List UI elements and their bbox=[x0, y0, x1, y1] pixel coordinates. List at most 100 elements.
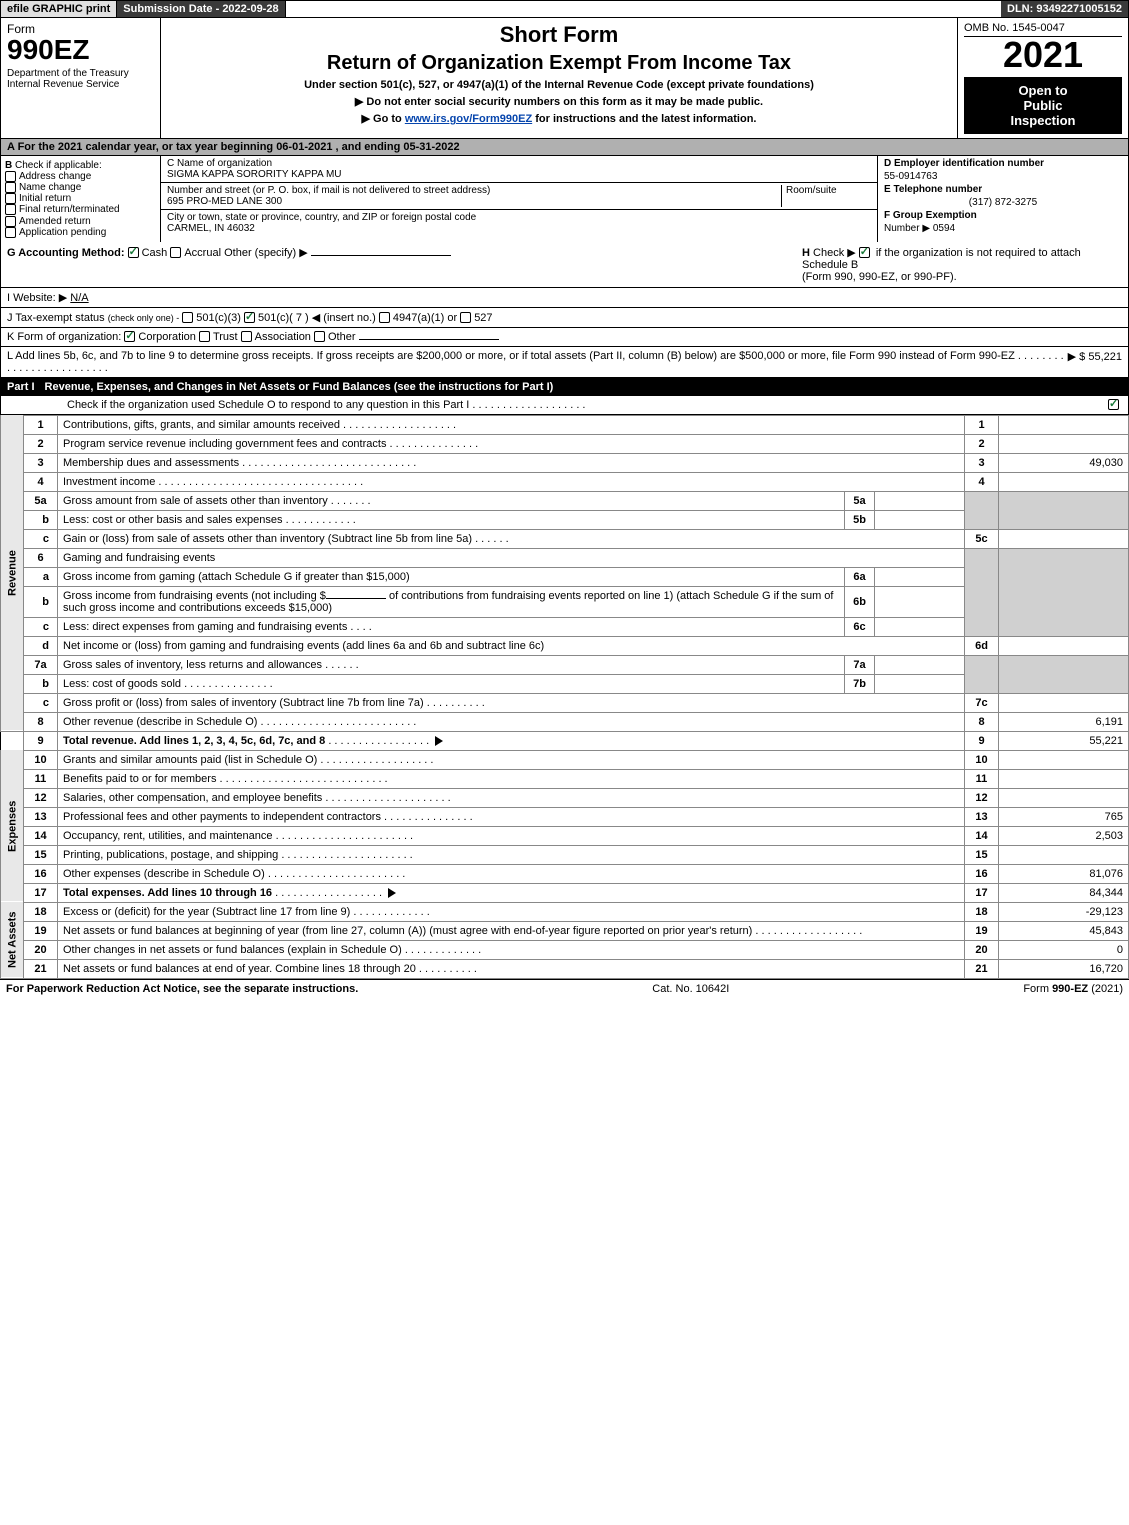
section-c: C Name of organization SIGMA KAPPA SOROR… bbox=[161, 156, 878, 242]
website-value: N/A bbox=[70, 292, 88, 304]
opt-501c3: 501(c)(3) bbox=[196, 312, 241, 324]
line-19-ref: 19 bbox=[965, 921, 999, 940]
line-13-val: 765 bbox=[999, 807, 1129, 826]
checkbox-amended-return[interactable] bbox=[5, 216, 16, 227]
line-6b-innum: 6b bbox=[845, 586, 875, 617]
opt-4947: 4947(a)(1) or bbox=[393, 312, 457, 324]
line-6d-ref: 6d bbox=[965, 636, 999, 655]
line-16-val: 81,076 bbox=[999, 864, 1129, 883]
line-8-val: 6,191 bbox=[999, 712, 1129, 731]
line-1-val bbox=[999, 415, 1129, 434]
checkbox-h[interactable] bbox=[859, 247, 870, 258]
checkbox-initial-return[interactable] bbox=[5, 193, 16, 204]
checkbox-address-change[interactable] bbox=[5, 171, 16, 182]
line-14-ref: 14 bbox=[965, 826, 999, 845]
line-17-val: 84,344 bbox=[999, 883, 1129, 902]
line-6d-num: d bbox=[24, 636, 58, 655]
line-5c-num: c bbox=[24, 529, 58, 548]
checkbox-501c3[interactable] bbox=[182, 312, 193, 323]
line-5a-desc: Gross amount from sale of assets other t… bbox=[58, 491, 845, 510]
under-section-text: Under section 501(c), 527, or 4947(a)(1)… bbox=[167, 79, 951, 91]
line-4-val bbox=[999, 472, 1129, 491]
section-g: G Accounting Method: Cash Accrual Other … bbox=[7, 246, 802, 283]
section-def: D Employer identification number 55-0914… bbox=[878, 156, 1128, 242]
opt-initial-return: Initial return bbox=[19, 193, 71, 204]
efile-print-button[interactable]: efile GRAPHIC print bbox=[1, 1, 117, 17]
opt-corporation: Corporation bbox=[138, 331, 195, 343]
part1-check-line: Check if the organization used Schedule … bbox=[0, 396, 1129, 415]
opt-name-change: Name change bbox=[19, 182, 81, 193]
line-5b-inval bbox=[875, 510, 965, 529]
checkbox-schedule-o[interactable] bbox=[1108, 399, 1119, 410]
line-10-val bbox=[999, 750, 1129, 769]
part1-table: Revenue 1 Contributions, gifts, grants, … bbox=[0, 415, 1129, 979]
l-amount: ▶ $ 55,221 bbox=[1068, 350, 1122, 374]
checkbox-4947[interactable] bbox=[379, 312, 390, 323]
other-org-line bbox=[359, 339, 499, 340]
opt-trust: Trust bbox=[213, 331, 238, 343]
line-21-desc: Net assets or fund balances at end of ye… bbox=[58, 959, 965, 978]
line-7a-inval bbox=[875, 655, 965, 674]
line-20-num: 20 bbox=[24, 940, 58, 959]
checkbox-corporation[interactable] bbox=[124, 331, 135, 342]
city-value: CARMEL, IN 46032 bbox=[167, 223, 255, 234]
line-9-desc: Total revenue. Add lines 1, 2, 3, 4, 5c,… bbox=[58, 731, 965, 750]
line-13-num: 13 bbox=[24, 807, 58, 826]
line-16-num: 16 bbox=[24, 864, 58, 883]
checkbox-final-return[interactable] bbox=[5, 204, 16, 215]
line-15-val bbox=[999, 845, 1129, 864]
line-9-val: 55,221 bbox=[999, 731, 1129, 750]
checkbox-501c[interactable] bbox=[244, 312, 255, 323]
line-19-num: 19 bbox=[24, 921, 58, 940]
line-6a-inval bbox=[875, 567, 965, 586]
opt-other-specify: Other (specify) ▶ bbox=[224, 247, 308, 259]
line-15-ref: 15 bbox=[965, 845, 999, 864]
checkbox-527[interactable] bbox=[460, 312, 471, 323]
line-6a-innum: 6a bbox=[845, 567, 875, 586]
room-label: Room/suite bbox=[786, 185, 837, 196]
line-13-desc: Professional fees and other payments to … bbox=[58, 807, 965, 826]
line-5c-ref: 5c bbox=[965, 529, 999, 548]
line-9-num: 9 bbox=[24, 731, 58, 750]
line-17-ref: 17 bbox=[965, 883, 999, 902]
line-9-ref: 9 bbox=[965, 731, 999, 750]
line-14-val: 2,503 bbox=[999, 826, 1129, 845]
line-6c-desc: Less: direct expenses from gaming and fu… bbox=[58, 617, 845, 636]
checkbox-other-org[interactable] bbox=[314, 331, 325, 342]
line-5b-num: b bbox=[24, 510, 58, 529]
g-label: G Accounting Method: bbox=[7, 247, 125, 259]
opt-association: Association bbox=[255, 331, 311, 343]
checkbox-name-change[interactable] bbox=[5, 182, 16, 193]
top-bar: efile GRAPHIC print Submission Date - 20… bbox=[0, 0, 1129, 18]
line-6b-inval bbox=[875, 586, 965, 617]
line-7a-num: 7a bbox=[24, 655, 58, 674]
line-7c-val bbox=[999, 693, 1129, 712]
checkbox-trust[interactable] bbox=[199, 331, 210, 342]
form-meta-cell: OMB No. 1545-0047 2021 Open to Public In… bbox=[958, 18, 1128, 138]
line-1-desc: Contributions, gifts, grants, and simila… bbox=[58, 415, 965, 434]
checkbox-association[interactable] bbox=[241, 331, 252, 342]
checkbox-cash[interactable] bbox=[128, 247, 139, 258]
irs-link[interactable]: www.irs.gov/Form990EZ bbox=[405, 113, 532, 125]
checkbox-application-pending[interactable] bbox=[5, 227, 16, 238]
open-line1: Open to bbox=[968, 83, 1118, 98]
part1-check-text: Check if the organization used Schedule … bbox=[7, 399, 1108, 411]
line-6-desc: Gaming and fundraising events bbox=[58, 548, 965, 567]
opt-501c: 501(c)( 7 ) ◀ (insert no.) bbox=[258, 312, 376, 324]
open-line3: Inspection bbox=[968, 113, 1118, 128]
l-text: L Add lines 5b, 6c, and 7b to line 9 to … bbox=[7, 350, 1068, 374]
opt-527: 527 bbox=[474, 312, 492, 324]
line-5c-desc: Gain or (loss) from sale of assets other… bbox=[58, 529, 965, 548]
line-8-ref: 8 bbox=[965, 712, 999, 731]
line-21-ref: 21 bbox=[965, 959, 999, 978]
i-label: I Website: ▶ bbox=[7, 292, 67, 304]
ein-value: 55-0914763 bbox=[884, 171, 1122, 182]
line-7a-desc: Gross sales of inventory, less returns a… bbox=[58, 655, 845, 674]
line-12-ref: 12 bbox=[965, 788, 999, 807]
part1-tag: Part I bbox=[7, 381, 35, 393]
line-13-ref: 13 bbox=[965, 807, 999, 826]
tax-year: 2021 bbox=[964, 37, 1122, 73]
line-5b-desc: Less: cost or other basis and sales expe… bbox=[58, 510, 845, 529]
checkbox-accrual[interactable] bbox=[170, 247, 181, 258]
row-j: J Tax-exempt status (check only one) - 5… bbox=[0, 308, 1129, 328]
